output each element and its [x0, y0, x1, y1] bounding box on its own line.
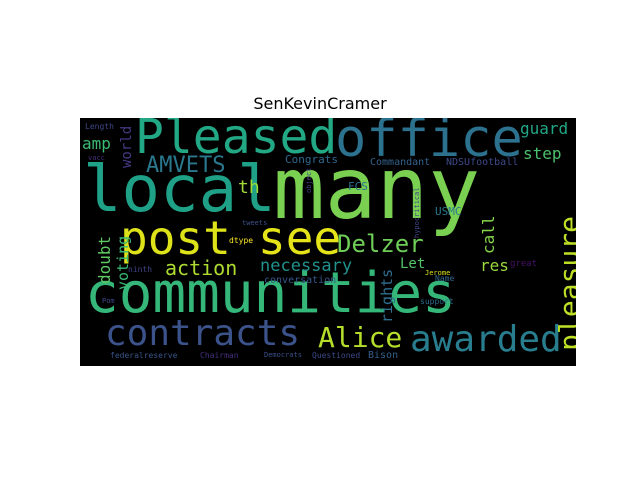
word-local: local: [83, 153, 276, 227]
word-commandant: Commandant: [370, 157, 431, 168]
word-rights: rights: [378, 268, 396, 323]
word-alice: Alice: [318, 321, 403, 354]
word-democrats: Democrats: [264, 351, 302, 359]
word-delzer: pleasure: [553, 216, 576, 351]
figure-title: SenKevinCramer: [253, 94, 387, 113]
word-name: Name: [435, 274, 455, 283]
word-great: great: [510, 259, 538, 269]
word-pom: Pom: [102, 297, 115, 305]
word-pleased: Pleased: [135, 118, 338, 165]
word-bison: Bison: [368, 350, 399, 361]
word-th: th: [238, 177, 260, 198]
word-questioned: Questioned: [312, 351, 361, 360]
word-hypocritical: hypocritical: [413, 187, 421, 238]
word-doubt: doubt: [95, 235, 114, 284]
word-res: res: [480, 256, 509, 275]
word-federalreserve: federalreserve: [110, 351, 178, 360]
word-cloud: many communities local office Pleased po…: [80, 118, 576, 366]
word-action: action: [165, 256, 238, 280]
word-step: step: [523, 144, 562, 163]
word-amp: amp: [82, 134, 111, 153]
word-length: Length: [85, 122, 114, 131]
word-conversation: conversation: [264, 275, 337, 286]
word-awarded: awarded: [410, 319, 562, 360]
word-dtype: dtype: [229, 236, 254, 245]
word-many: many: [273, 139, 481, 239]
word-let: Let: [400, 256, 426, 272]
word-fcs: FCS: [348, 180, 368, 193]
word-amvets: AMVETS: [146, 153, 226, 178]
word-pleasure: Delzer: [337, 230, 424, 258]
word-communities: communities: [85, 261, 456, 326]
word-guard: guard: [520, 119, 569, 138]
word-jerome: Jerome: [425, 269, 451, 277]
word-see: see: [258, 211, 342, 265]
word-usmc: USMC: [435, 205, 462, 218]
word-necessary: necessary: [260, 256, 353, 276]
word-chairman: Chairman: [200, 351, 239, 360]
word-tweets: tweets: [242, 219, 268, 227]
word-call: call: [479, 215, 498, 254]
word-congrats: Congrats: [285, 153, 338, 166]
word-voting: voting: [114, 235, 132, 290]
word-vacc: vacc: [88, 154, 105, 162]
word-ndsufootball: NDSUfootball: [446, 157, 519, 168]
word-world: world: [119, 125, 135, 168]
word-ninth: ninth: [128, 265, 153, 274]
word-office: office: [335, 118, 523, 169]
word-post: post: [120, 211, 231, 265]
word-support: support: [420, 297, 454, 306]
word-contracts: contracts: [105, 313, 301, 354]
word-object: object: [305, 167, 313, 193]
